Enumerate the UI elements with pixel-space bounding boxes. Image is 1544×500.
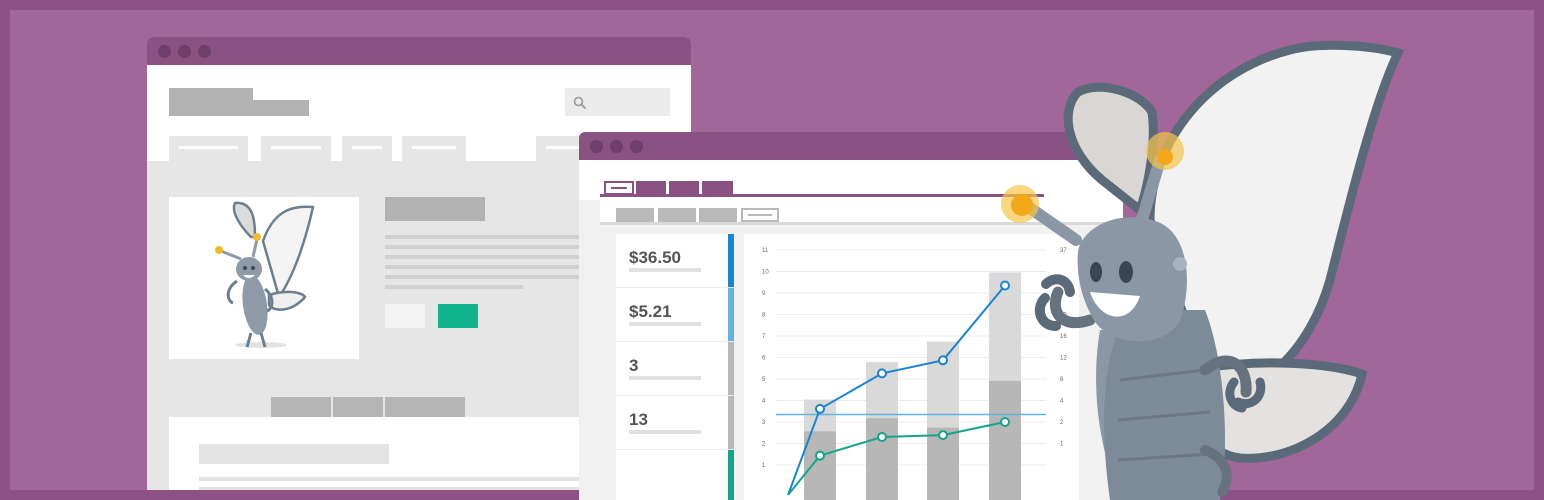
series-point <box>877 368 887 379</box>
chart-bar <box>866 418 898 500</box>
y2-tick-label: 16 <box>1060 334 1067 340</box>
nav-tab[interactable] <box>402 136 466 161</box>
product-tab[interactable] <box>271 397 331 417</box>
stat-accent <box>728 234 734 287</box>
body-line <box>199 487 579 490</box>
stat-value: $5.21 <box>629 302 672 321</box>
stat-accent <box>728 288 734 341</box>
y2-tick-label: 37 <box>1060 248 1067 254</box>
y-tick-label: 3 <box>762 420 766 426</box>
y-tick-label: 1 <box>762 463 766 469</box>
description-line <box>385 265 585 269</box>
product-title-placeholder <box>385 197 485 221</box>
window-titlebar <box>147 37 691 65</box>
report-tabs-underline <box>600 194 1044 197</box>
stat-accent <box>728 342 734 395</box>
y2-tick-label: 12 <box>1060 356 1067 362</box>
stat-item[interactable]: 3 <box>616 342 734 396</box>
y-tick-label: 9 <box>762 291 766 297</box>
date-range-tab[interactable] <box>616 208 654 222</box>
wing-bug-mascot-icon <box>1001 40 1405 500</box>
stat-item[interactable]: 13 <box>616 396 734 450</box>
stat-label-placeholder <box>629 322 701 326</box>
stat-label-placeholder <box>629 430 701 434</box>
chart-bar <box>804 431 836 500</box>
store-logo-placeholder <box>169 88 253 116</box>
report-tab[interactable] <box>669 181 699 195</box>
y-tick-label: 8 <box>762 313 766 319</box>
report-tab-active[interactable] <box>604 181 634 195</box>
nav-tab[interactable] <box>169 136 248 161</box>
chart-bar <box>989 380 1021 500</box>
section-heading-placeholder <box>199 444 389 464</box>
search-input[interactable] <box>565 88 670 116</box>
product-image[interactable] <box>169 197 359 359</box>
description-line <box>385 235 585 239</box>
product-tab[interactable] <box>333 397 383 417</box>
quantity-input[interactable] <box>385 304 425 328</box>
stat-value: 3 <box>629 356 639 375</box>
series-point <box>1000 280 1010 291</box>
stat-accent <box>728 396 734 449</box>
nav-tab[interactable] <box>261 136 331 161</box>
y-tick-label: 7 <box>762 334 766 340</box>
stat-label-placeholder <box>629 268 701 272</box>
report-tab[interactable] <box>636 181 666 195</box>
y2-tick-label: 4 <box>1060 399 1064 405</box>
window-minimize-dot[interactable] <box>178 45 191 58</box>
series-point <box>938 355 948 366</box>
series-point <box>938 430 948 441</box>
product-tab[interactable] <box>385 397 465 417</box>
window-titlebar <box>579 132 1123 160</box>
window-zoom-dot[interactable] <box>630 140 643 153</box>
y-tick-label: 4 <box>762 399 766 405</box>
y-tick-label: 6 <box>762 356 766 362</box>
stat-value: $36.50 <box>629 248 681 267</box>
date-range-tab-active[interactable] <box>741 208 779 222</box>
stat-item[interactable]: $36.50 <box>616 234 734 288</box>
y-tick-label: 11 <box>762 248 769 254</box>
search-icon <box>573 96 587 110</box>
date-range-underline <box>600 222 1123 225</box>
stat-item[interactable] <box>616 450 734 500</box>
window-zoom-dot[interactable] <box>198 45 211 58</box>
date-range-tab[interactable] <box>658 208 696 222</box>
series-point <box>877 431 887 442</box>
stat-item[interactable]: $5.21 <box>616 288 734 342</box>
stat-accent <box>728 450 734 500</box>
series-point <box>815 450 825 461</box>
reports-header <box>579 160 1123 205</box>
y-tick-label: 2 <box>762 442 766 448</box>
body-line <box>199 477 579 481</box>
y-tick-label: 10 <box>762 270 769 276</box>
series-point <box>815 403 825 414</box>
stat-value: 13 <box>629 410 648 429</box>
report-tab[interactable] <box>702 181 733 195</box>
y2-tick-label: 8 <box>1060 377 1064 383</box>
description-line <box>385 275 585 279</box>
window-minimize-dot[interactable] <box>610 140 623 153</box>
chart-area: 11 37 10 9 8 20 7 16 6 12 5 8 4 4 3 2 2 1 1 <box>744 234 1079 500</box>
description-line <box>385 245 585 249</box>
nav-tab[interactable] <box>342 136 392 161</box>
window-close-dot[interactable] <box>590 140 603 153</box>
date-range-tab[interactable] <box>699 208 737 222</box>
description-line <box>385 285 523 289</box>
window-close-dot[interactable] <box>158 45 171 58</box>
store-logo-tail <box>253 100 309 116</box>
y2-tick-label: 2 <box>1060 420 1064 426</box>
stat-label-placeholder <box>629 376 701 380</box>
stats-legend: $36.50 $5.21 3 13 <box>616 234 734 500</box>
y2-tick-label: 1 <box>1060 442 1064 448</box>
y-tick-label: 5 <box>762 377 766 383</box>
mascot-thumbnail-icon <box>215 201 315 348</box>
series-point <box>1000 417 1010 427</box>
description-line <box>385 255 585 259</box>
add-to-cart-button[interactable] <box>438 304 478 328</box>
